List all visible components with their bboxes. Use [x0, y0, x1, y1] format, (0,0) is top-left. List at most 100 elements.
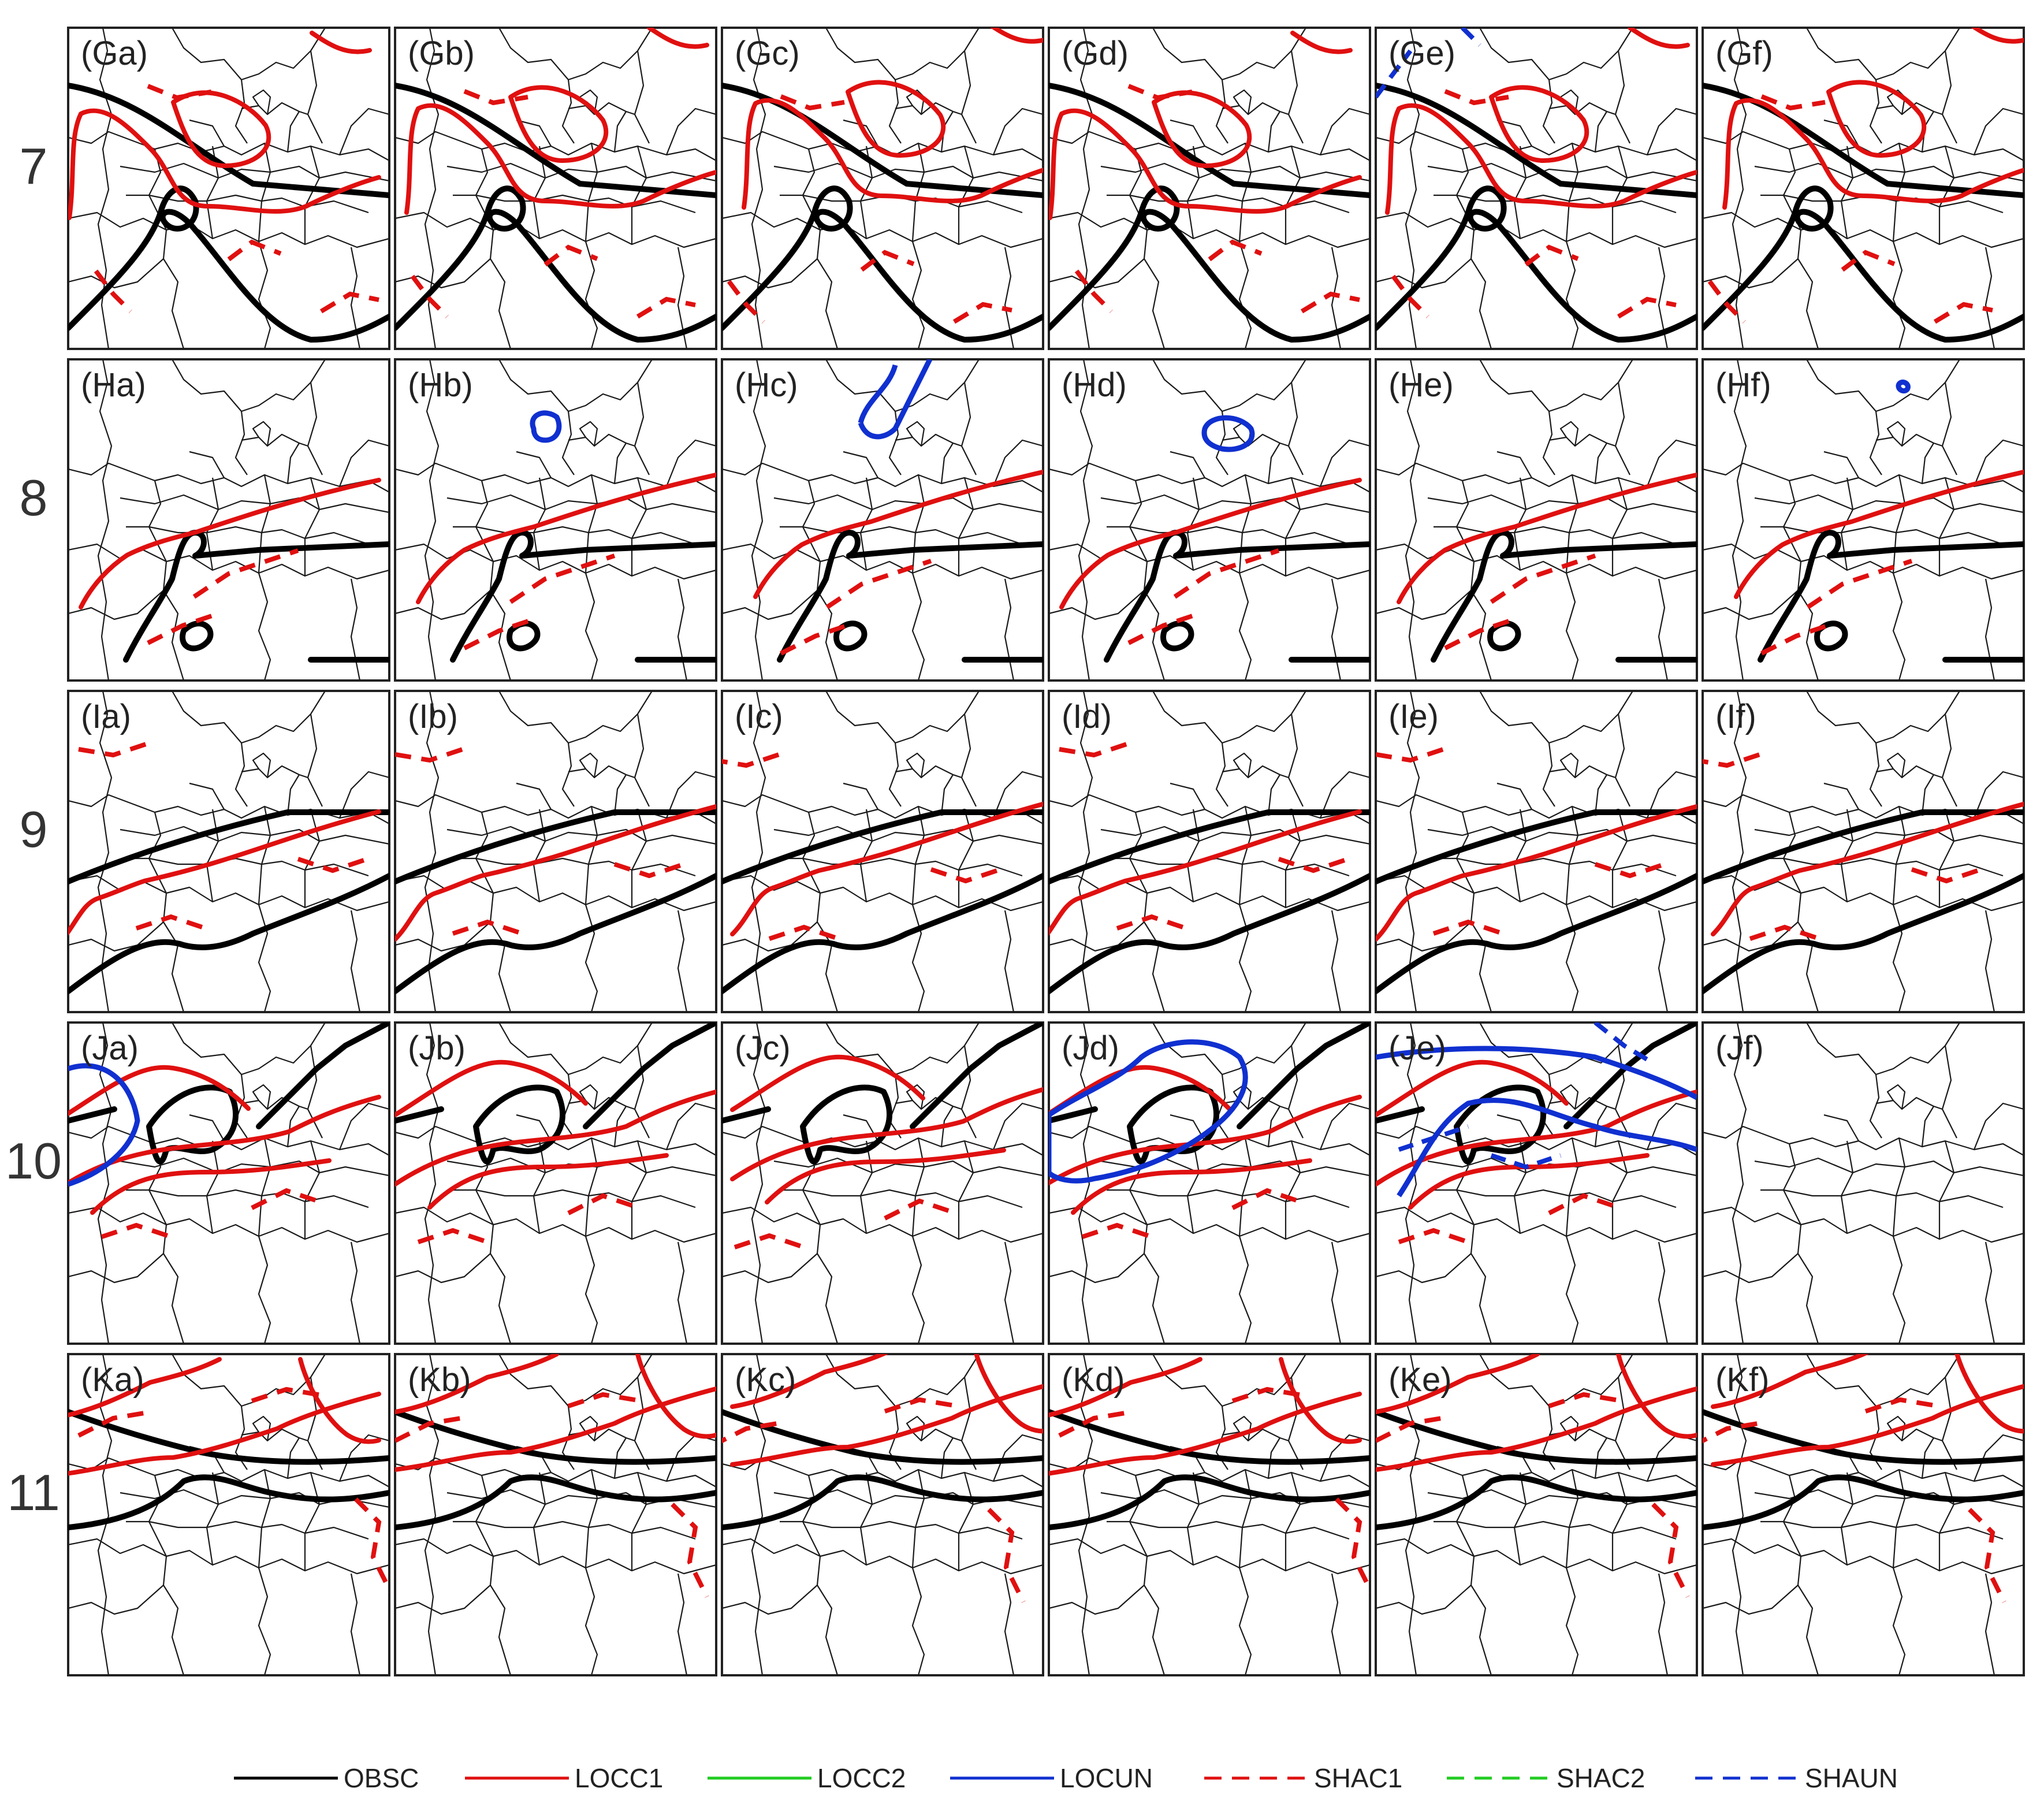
shac1-contour: [410, 89, 696, 319]
panel-label: (Ha): [81, 366, 146, 404]
panel-label: (Jc): [735, 1029, 791, 1067]
panel-label: (Ie): [1388, 698, 1439, 735]
shac1-contour: [1398, 1193, 1619, 1244]
obsc-contour: [722, 83, 1043, 343]
shac1-contour: [780, 559, 932, 656]
panel-label: (Kd): [1062, 1361, 1125, 1399]
panel-label: (He): [1388, 366, 1454, 404]
row-label: 11: [7, 1464, 59, 1521]
obsc-contour: [777, 530, 1043, 663]
panel-label: (Ic): [735, 698, 783, 735]
panel-label: (Kb): [408, 1361, 471, 1399]
locc1-contour: [1397, 473, 1697, 604]
map-panel: (Hf): [1702, 358, 2025, 682]
locc1-contour: [416, 473, 716, 604]
panel-label: (Kc): [735, 1361, 796, 1399]
obsc-contour: [1703, 83, 2024, 343]
panel-label: (Ke): [1388, 1361, 1452, 1399]
locc1-contour: [1049, 1357, 1362, 1476]
shaun-contour: [1376, 28, 1481, 99]
shac1-contour: [1391, 89, 1677, 319]
panel-frame: [1375, 690, 1698, 1013]
map-panel: (Gc): [721, 27, 1044, 350]
locc1-contour: [1711, 801, 2024, 936]
obsc-contour: [123, 530, 389, 663]
panel-frame: [721, 1021, 1044, 1345]
locc1-contour: [79, 478, 381, 609]
map-panel: (Ge): [1375, 27, 1698, 350]
row-label: 7: [20, 137, 48, 195]
shac1-contour: [1059, 741, 1349, 931]
obsc-contour: [450, 530, 716, 663]
panel-frame: [1702, 1021, 2025, 1345]
locun-contour: [858, 359, 933, 440]
map-panel: (Hc): [721, 358, 1044, 682]
map-panel: (Ia): [67, 690, 390, 1013]
obsc-contour: [68, 1023, 389, 1165]
map-panel: (Je): [1375, 1021, 1698, 1345]
map-panel: (If): [1702, 690, 2025, 1013]
shac1-contour: [417, 1193, 639, 1244]
locc1-contour: [1385, 28, 1697, 215]
locc1-contour: [1049, 809, 1362, 936]
locc1-contour: [1734, 469, 2024, 599]
map-panel: (Id): [1048, 690, 1371, 1013]
locc1-contour: [730, 1054, 1043, 1204]
obsc-contour: [1703, 809, 2024, 994]
shac1-contour: [1376, 1392, 1690, 1598]
map-panel: (Gb): [394, 27, 717, 350]
locun-contour: [1896, 380, 1911, 394]
panel-label: (Gf): [1715, 35, 1773, 72]
map-panel: (Jf): [1702, 1021, 2025, 1345]
locc1-contour: [730, 1354, 1043, 1467]
panel-frame: [394, 1021, 717, 1345]
obsc-contour: [722, 809, 1043, 994]
map-panel: (Ha): [67, 358, 390, 682]
map-panel: (Ga): [67, 27, 390, 350]
map-panel: (Ic): [721, 690, 1044, 1013]
shac1-contour: [722, 752, 1001, 941]
obsc-contour: [68, 83, 389, 343]
panel-label: (Ge): [1388, 35, 1455, 72]
map-panel: (Kb): [394, 1353, 717, 1676]
locun-contour: [530, 410, 562, 443]
map-panel: (Kf): [1702, 1353, 2025, 1676]
locc1-contour: [395, 1354, 716, 1472]
shac1-contour: [1444, 553, 1596, 650]
legend-label-shac1: SHAC1: [1314, 1763, 1402, 1793]
map-panel: (Ie): [1375, 690, 1698, 1013]
obsc-contour: [1376, 83, 1697, 343]
locc1-contour: [1722, 28, 2024, 210]
panel-label: (Id): [1062, 698, 1112, 735]
panel-frame: [67, 690, 390, 1013]
shac1-contour: [463, 553, 616, 650]
panel-label: (Hf): [1715, 366, 1771, 404]
shac1-contour: [395, 1392, 709, 1598]
panel-label: (Je): [1388, 1029, 1446, 1067]
locc1-contour: [742, 28, 1043, 210]
locc1-contour: [395, 1059, 716, 1210]
map-panel: (Kd): [1048, 1353, 1371, 1676]
locc1-contour: [1049, 31, 1362, 220]
shac1-contour: [1081, 1188, 1303, 1239]
map-panel: (Jd): [1048, 1021, 1371, 1345]
locun-contour: [1201, 415, 1255, 452]
map-panel: (Jc): [721, 1021, 1044, 1345]
panel-frame: [394, 690, 717, 1013]
locun-contour: [1049, 1039, 1248, 1184]
panel-label: (Hd): [1062, 366, 1127, 404]
shac1-contour: [722, 1397, 1026, 1603]
shac1-contour: [395, 746, 685, 936]
locun-contour: [68, 1063, 140, 1187]
shac1-contour: [1058, 1386, 1370, 1593]
shac1-contour: [94, 84, 379, 314]
legend-label-locc2: LOCC2: [817, 1763, 906, 1793]
panel-label: (Hc): [735, 366, 798, 404]
row-label: 8: [20, 469, 48, 526]
obsc-contour: [1104, 530, 1370, 663]
legend-label-obsc: OBSC: [344, 1763, 419, 1793]
obsc-contour: [1049, 1409, 1370, 1530]
legend-label-locc1: LOCC1: [575, 1763, 663, 1793]
shac1-contour: [100, 1188, 322, 1239]
